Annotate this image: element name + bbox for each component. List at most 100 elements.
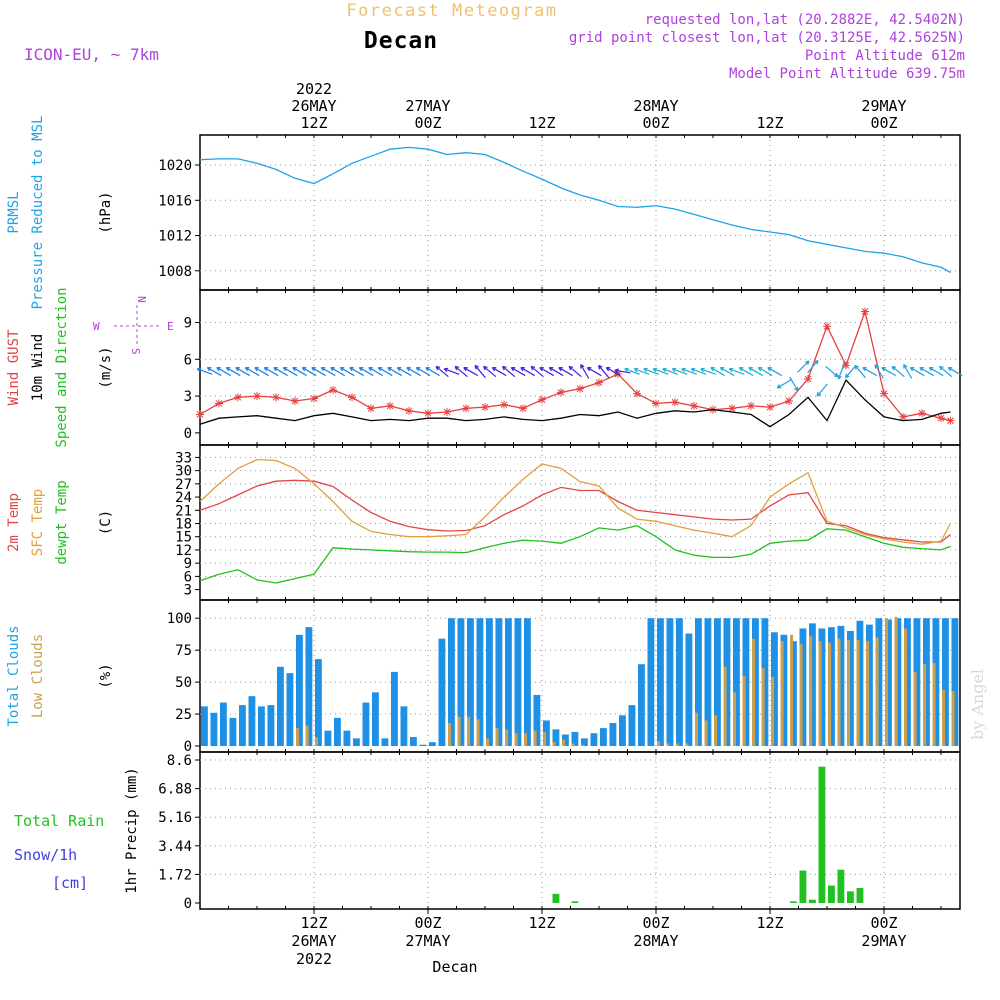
wind-arrow-head: [301, 366, 307, 372]
gust-marker: [253, 392, 261, 401]
wind-arrow: [254, 367, 269, 377]
bar-low-clouds: [305, 725, 309, 746]
gust-marker: [329, 385, 337, 394]
wind-arrow-head: [845, 373, 850, 379]
bar-low-clouds: [885, 618, 889, 746]
compass-s: S: [129, 348, 142, 355]
panel-label: PRMSL: [6, 191, 22, 233]
wind-arrow: [874, 364, 884, 379]
wind-arrow: [539, 367, 554, 377]
y-tick-label: 6: [184, 569, 192, 585]
gust-marker: [424, 409, 432, 418]
wind-arrow-head: [435, 365, 441, 371]
bar-low-clouds: [495, 728, 499, 746]
wind-arrow: [435, 365, 449, 378]
bar-low-clouds: [942, 689, 946, 746]
gust-marker: [272, 393, 280, 402]
bar-total-rain: [571, 901, 579, 903]
wind-arrow: [700, 368, 716, 375]
bar-low-clouds: [923, 664, 927, 746]
bottom-time-label: 29MAY: [861, 932, 906, 950]
wind-arrow-head: [502, 365, 507, 371]
bar-low-clouds: [562, 739, 566, 746]
series-line-sfc-temp: [199, 458, 952, 545]
requested-point: requested lon,lat (20.2882E, 42.5402N): [645, 12, 965, 28]
wind-arrow-head: [206, 366, 212, 372]
bar-total-clouds: [695, 618, 702, 746]
wind-arrow-head: [358, 366, 364, 372]
wind-arrow-head: [804, 360, 810, 365]
panel-label: (hPa): [98, 191, 114, 233]
wind-arrow: [511, 367, 526, 377]
wind-arrow-head: [748, 366, 753, 372]
wind-arrow: [634, 368, 650, 375]
bar-low-clouds: [818, 641, 822, 746]
bar-total-clouds: [951, 618, 959, 746]
wind-arrow: [292, 367, 307, 377]
y-tick-label: 21: [175, 503, 192, 519]
wind-arrow-head: [425, 366, 430, 372]
watermark: by Angel: [968, 669, 987, 740]
gust-marker: [861, 307, 869, 316]
wind-arrow: [891, 365, 905, 378]
wind-arrow-head: [652, 367, 658, 373]
wind-arrow-head: [837, 375, 842, 380]
bar-low-clouds: [752, 638, 756, 746]
wind-arrow-head: [794, 386, 799, 392]
bar-total-clouds: [685, 633, 693, 746]
bar-total-clouds: [400, 706, 408, 746]
top-time-label: 12Z: [756, 114, 783, 132]
wind-arrow: [387, 367, 402, 377]
bar-total-clouds: [258, 706, 265, 746]
bar-low-clouds: [448, 723, 452, 746]
wind-arrow: [454, 365, 468, 378]
bottom-time-label: 12Z: [756, 914, 783, 932]
compass-w: W: [93, 320, 100, 333]
wind-arrow-head: [903, 364, 908, 369]
gust-marker: [348, 393, 356, 402]
wind-arrow: [720, 367, 735, 377]
panel-frame: [199, 751, 961, 910]
wind-arrow-head: [330, 366, 335, 372]
bar-total-clouds: [647, 618, 655, 746]
top-time-label: 28MAY: [633, 97, 678, 115]
wind-arrow-head: [263, 366, 269, 372]
wind-arrow-head: [700, 367, 705, 373]
bar-total-rain: [818, 766, 826, 903]
wind-arrow: [837, 363, 845, 380]
wind-arrow: [216, 367, 231, 377]
gust-marker: [405, 406, 413, 415]
wind-arrow-head: [757, 366, 763, 372]
y-tick-label: 0: [184, 896, 192, 912]
bar-low-clouds: [714, 715, 718, 746]
gust-marker: [946, 416, 955, 425]
bar-total-rain: [790, 901, 797, 903]
bar-total-clouds: [723, 618, 731, 746]
top-time-label: 27MAY: [405, 97, 450, 115]
wind-arrow: [197, 368, 213, 375]
y-tick-label: 100: [167, 611, 192, 627]
bar-low-clouds: [866, 641, 870, 746]
wind-arrow-head: [377, 366, 383, 372]
wind-arrow: [416, 367, 431, 377]
panels: 1008101210161020036936912151821242730330…: [6, 116, 963, 912]
gust-marker: [633, 389, 641, 398]
bar-total-rain: [837, 869, 845, 903]
gust-marker: [766, 403, 774, 412]
panel-label: SFC Temp: [30, 489, 46, 556]
wind-arrow-head: [813, 359, 819, 365]
gust-marker: [804, 374, 812, 383]
compass-rose-icon: N S W E: [93, 296, 174, 355]
wind-arrow-head: [520, 366, 525, 372]
gust-marker: [500, 400, 508, 409]
compass-n: N: [135, 296, 148, 303]
bar-total-clouds: [562, 734, 569, 746]
bar-total-clouds: [799, 628, 807, 746]
precip-legend-label: Total Rain: [14, 812, 104, 830]
wind-arrow: [825, 365, 839, 378]
product-title: Forecast Meteogram: [346, 1, 557, 21]
y-tick-label: 75: [175, 643, 192, 659]
wind-arrow: [939, 365, 953, 378]
wind-arrow: [614, 369, 631, 374]
series-line-10m-wind: [199, 378, 951, 428]
